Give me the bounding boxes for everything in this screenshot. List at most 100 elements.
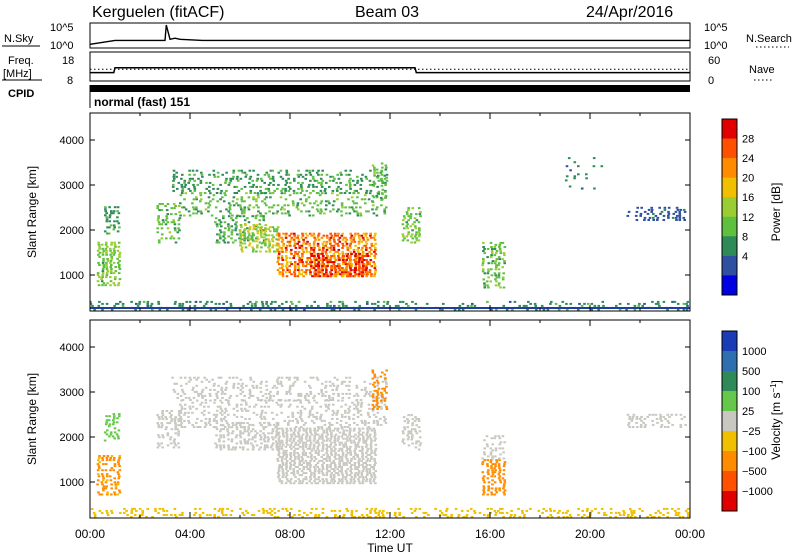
scatter-cell	[191, 388, 194, 391]
scatter-cell	[240, 208, 243, 211]
scatter-cell	[266, 436, 270, 439]
scatter-cell	[334, 250, 337, 253]
scatter-cell	[310, 453, 313, 456]
scatter-cell	[335, 386, 339, 389]
scatter-cell	[239, 430, 242, 433]
scatter-cell	[434, 507, 437, 510]
scatter-cell	[330, 431, 333, 434]
scatter-cell	[334, 451, 337, 454]
scatter-cell	[336, 378, 339, 381]
scatter-cell	[370, 265, 374, 268]
scatter-cell	[385, 176, 388, 179]
scatter-cell	[348, 427, 352, 430]
scatter-cell	[161, 414, 165, 417]
scatter-cell	[316, 482, 320, 485]
scatter-cell	[224, 388, 227, 391]
scatter-cell	[97, 241, 100, 244]
scatter-cell	[252, 169, 255, 172]
scatter-cell	[502, 252, 506, 255]
scatter-cell	[346, 426, 350, 428]
scatter-cell	[169, 438, 172, 441]
scatter-cell	[373, 429, 376, 432]
scatter-cell	[350, 269, 353, 272]
scatter-cell	[328, 202, 331, 205]
scatter-cell	[199, 200, 202, 203]
scatter-cell	[184, 403, 187, 406]
scatter-cell	[260, 417, 264, 420]
scatter-cell	[313, 476, 316, 479]
scatter-cell	[98, 300, 101, 303]
scatter-cell	[337, 466, 341, 468]
scatter-cell	[162, 509, 165, 512]
scatter-cell	[279, 175, 283, 178]
scatter-cell	[384, 183, 387, 186]
scatter-cell	[363, 419, 367, 422]
scatter-cell	[172, 183, 175, 186]
scatter-cell	[493, 475, 496, 478]
scatter-cell	[337, 453, 340, 456]
scatter-cell	[177, 430, 180, 433]
scatter-cell	[201, 511, 205, 514]
scatter-cell	[160, 416, 164, 419]
scatter-cell	[321, 468, 325, 471]
scatter-cell	[630, 516, 633, 518]
scatter-cell	[366, 263, 370, 266]
scatter-cell	[637, 304, 640, 307]
scatter-cell	[232, 196, 236, 199]
scatter-cell	[333, 232, 337, 235]
scatter-cell	[179, 419, 182, 422]
scatter-cell	[121, 304, 125, 307]
scatter-cell	[640, 415, 643, 418]
scatter-cell	[338, 462, 341, 464]
scatter-cell	[372, 472, 376, 475]
scatter-cell	[403, 428, 407, 431]
scatter-cell	[497, 272, 501, 275]
scatter-cell	[280, 236, 284, 239]
scatter-cell	[318, 480, 322, 483]
scatter-cell	[348, 275, 352, 278]
scatter-cell	[289, 453, 292, 456]
scatter-cell	[238, 434, 242, 437]
scatter-cell	[108, 226, 111, 229]
scatter-cell	[346, 509, 349, 512]
scatter-cell	[482, 487, 486, 490]
scatter-cell	[275, 442, 279, 445]
scatter-cell	[264, 411, 267, 414]
scatter-cell	[383, 403, 387, 406]
scatter-cell	[676, 514, 680, 516]
scatter-cell	[663, 208, 667, 211]
scatter-cell	[374, 437, 377, 440]
scatter-cell	[300, 464, 304, 466]
scatter-cell	[313, 429, 316, 432]
scatter-cell	[221, 196, 224, 199]
scatter-cell	[308, 171, 312, 174]
scatter-cell	[258, 219, 262, 222]
scatter-cell	[243, 440, 247, 443]
scatter-cell	[348, 433, 351, 436]
scatter-cell	[377, 190, 381, 193]
scatter-cell	[105, 261, 108, 264]
scatter-cell	[287, 177, 290, 180]
scatter-cell	[239, 177, 243, 180]
scatter-cell	[259, 415, 262, 418]
scatter-cell	[352, 439, 356, 442]
scatter-cell	[413, 509, 417, 512]
scatter-cell	[325, 273, 329, 276]
scatter-cell	[358, 464, 361, 466]
scatter-cell	[376, 206, 379, 209]
scatter-cell	[360, 388, 364, 391]
scatter-cell	[676, 208, 680, 211]
scatter-cell	[113, 220, 116, 223]
scatter-cell	[275, 432, 279, 435]
scatter-cell	[223, 392, 227, 395]
scatter-cell	[630, 419, 634, 422]
scatter-cell	[369, 236, 373, 239]
scatter-cell	[381, 371, 384, 374]
scatter-cell	[354, 443, 357, 446]
scatter-cell	[219, 399, 222, 402]
scatter-cell	[219, 444, 222, 447]
scatter-cell	[326, 236, 329, 239]
scatter-cell	[358, 457, 361, 460]
scatter-cell	[221, 507, 225, 510]
scatter-cell	[231, 219, 235, 222]
